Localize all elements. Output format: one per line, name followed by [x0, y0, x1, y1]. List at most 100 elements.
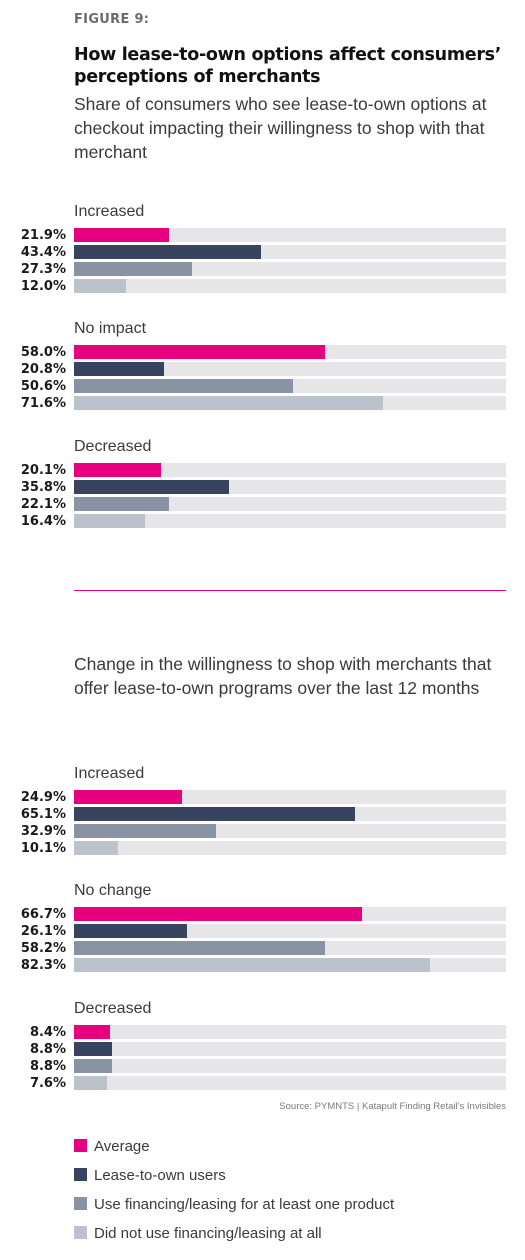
bar-lease-to-own-users [74, 362, 164, 376]
bar-average [74, 790, 182, 804]
legend-label: Did not use financing/leasing at all [94, 1225, 322, 1242]
bar-row: 71.6% [0, 396, 506, 411]
bar-track [74, 514, 506, 528]
data-label: 8.4% [29, 1025, 66, 1040]
bar-did-not-use-financing-leasing-at-all [74, 396, 384, 410]
bar-did-not-use-financing-leasing-at-all [74, 958, 430, 972]
data-label: 71.6% [20, 396, 66, 411]
bar-row: 26.1% [0, 924, 506, 939]
bar-track [74, 1059, 506, 1073]
legend-swatch [74, 1168, 87, 1181]
data-label: 21.9% [20, 228, 66, 243]
bar-use-financing-leasing-for-at-least-one-product [74, 497, 170, 511]
legend-label: Use financing/leasing for at least one p… [94, 1196, 395, 1213]
bar-row: 20.1% [0, 463, 506, 478]
legend-swatch [74, 1226, 87, 1239]
data-label: 58.0% [20, 345, 66, 360]
bar-row: 21.9% [0, 228, 506, 243]
bar-track [74, 941, 506, 955]
bar-track [74, 345, 506, 359]
bar-lease-to-own-users [74, 480, 229, 494]
bar-average [74, 345, 325, 359]
bar-track [74, 1025, 506, 1039]
bar-row: 22.1% [0, 497, 506, 512]
data-label: 82.3% [20, 958, 66, 973]
bar-track [74, 463, 506, 477]
data-label: 7.6% [29, 1076, 66, 1091]
data-label: 65.1% [20, 807, 66, 822]
data-label: 43.4% [20, 245, 66, 260]
bar-row: 82.3% [0, 958, 506, 973]
bar-track [74, 1042, 506, 1056]
bar-row: 20.8% [0, 362, 506, 377]
bar-did-not-use-financing-leasing-at-all [74, 514, 145, 528]
group-label: No change [74, 882, 152, 899]
bar-row: 50.6% [0, 379, 506, 394]
data-label: 22.1% [20, 497, 66, 512]
bar-lease-to-own-users [74, 807, 356, 821]
data-label: 26.1% [20, 924, 66, 939]
bar-use-financing-leasing-for-at-least-one-product [74, 1059, 113, 1073]
bar-row: 32.9% [0, 824, 506, 839]
bar-use-financing-leasing-for-at-least-one-product [74, 262, 192, 276]
bar-row: 8.4% [0, 1025, 506, 1040]
bar-use-financing-leasing-for-at-least-one-product [74, 941, 326, 955]
bar-track [74, 497, 506, 511]
group-label: Increased [74, 765, 145, 782]
data-label: 10.1% [20, 841, 66, 856]
bar-row: 27.3% [0, 262, 506, 277]
bar-track [74, 841, 506, 855]
chart-2-subtitle: Change in the willingness to shop with m… [74, 654, 492, 698]
bar-track [74, 907, 506, 921]
data-label: 66.7% [20, 907, 66, 922]
data-label: 24.9% [20, 790, 66, 805]
group-label: No impact [74, 320, 147, 337]
bar-average [74, 1025, 111, 1039]
bar-row: 8.8% [0, 1059, 506, 1074]
bar-row: 58.2% [0, 941, 506, 956]
bar-row: 12.0% [0, 279, 506, 294]
group-label: Decreased [74, 438, 152, 455]
bar-lease-to-own-users [74, 1042, 113, 1056]
bar-row: 43.4% [0, 245, 506, 260]
legend-label: Lease-to-own users [94, 1167, 226, 1184]
bar-row: 8.8% [0, 1042, 506, 1057]
bar-average [74, 463, 161, 477]
bar-track [74, 262, 506, 276]
bar-row: 10.1% [0, 841, 506, 856]
data-label: 32.9% [20, 824, 66, 839]
bar-track [74, 924, 506, 938]
bar-track [74, 228, 506, 242]
bar-row: 35.8% [0, 480, 506, 495]
bar-track [74, 807, 506, 821]
bar-lease-to-own-users [74, 245, 262, 259]
bar-did-not-use-financing-leasing-at-all [74, 841, 118, 855]
bar-row: 16.4% [0, 514, 506, 529]
data-label: 58.2% [20, 941, 66, 956]
bar-track [74, 790, 506, 804]
group-label: Decreased [74, 1000, 152, 1017]
bar-track [74, 396, 506, 410]
bar-track [74, 379, 506, 393]
bar-lease-to-own-users [74, 924, 187, 938]
bar-row: 24.9% [0, 790, 506, 805]
section-divider [74, 590, 506, 591]
chart-subtitle: Share of consumers who see lease-to-own … [74, 94, 487, 162]
chart-title: How lease-to-own options affect consumer… [74, 45, 502, 87]
data-label: 20.8% [20, 362, 66, 377]
bar-did-not-use-financing-leasing-at-all [74, 279, 126, 293]
bar-track [74, 245, 506, 259]
figure-label: FIGURE 9: [74, 12, 150, 27]
bar-track [74, 1076, 506, 1090]
data-label: 20.1% [20, 463, 66, 478]
source-note: Source: PYMNTS | Katapult Finding Retail… [279, 1101, 506, 1112]
bar-did-not-use-financing-leasing-at-all [74, 1076, 107, 1090]
data-label: 35.8% [20, 480, 66, 495]
bar-average [74, 228, 169, 242]
bar-use-financing-leasing-for-at-least-one-product [74, 379, 293, 393]
data-label: 8.8% [29, 1042, 66, 1057]
data-label: 50.6% [20, 379, 66, 394]
bar-average [74, 907, 363, 921]
legend-label: Average [94, 1138, 150, 1155]
bar-row: 66.7% [0, 907, 506, 922]
